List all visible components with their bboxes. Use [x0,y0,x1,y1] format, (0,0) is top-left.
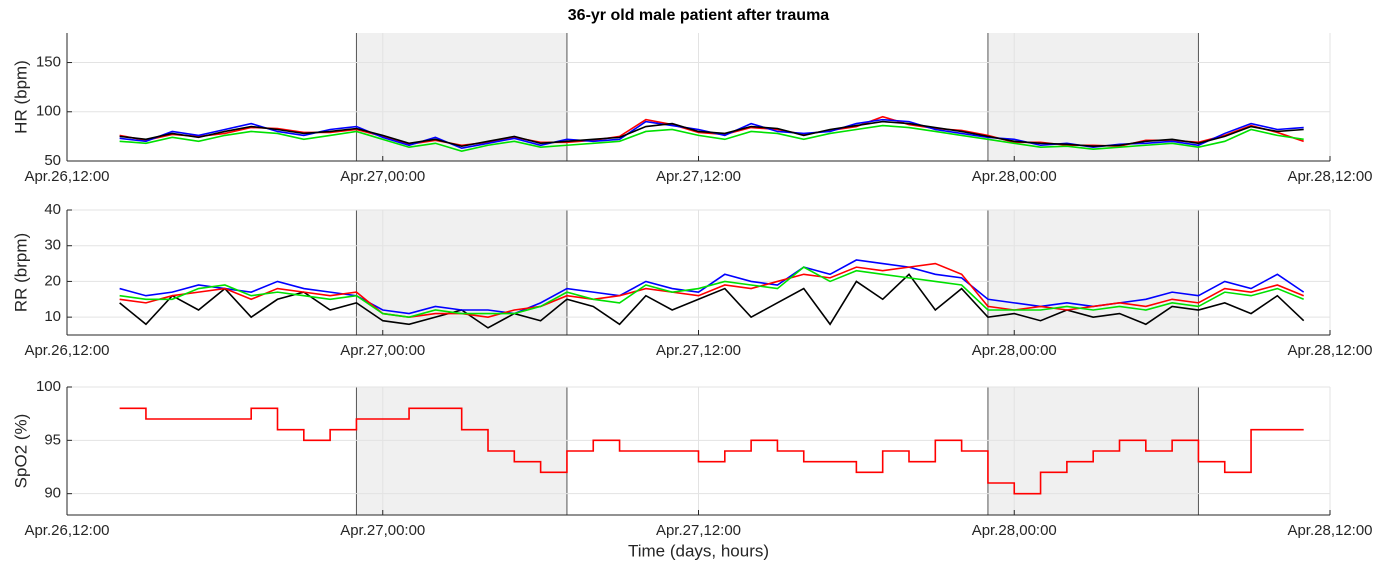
series-line [119,262,1304,318]
x-tick-label: Apr.27,12:00 [656,522,741,539]
y-tick-label: 50 [44,152,61,169]
night-shade [356,210,567,335]
x-tick-label: Apr.26,12:00 [24,342,109,359]
y-axis-label: SpO2 (%) [11,414,30,489]
y-axis-label: RR (brpm) [11,233,30,312]
chart-title: 36-yr old male patient after trauma [568,7,830,24]
series-line [119,407,1304,495]
x-tick-label: Apr.28,12:00 [1287,522,1372,539]
y-tick-label: 30 [44,237,61,254]
y-tick-label: 150 [36,54,61,71]
x-tick-label: Apr.27,12:00 [656,342,741,359]
x-tick-label: Apr.28,00:00 [972,168,1057,185]
y-tick-label: 100 [36,103,61,120]
y-tick-label: 95 [44,431,61,448]
series-line [119,273,1305,329]
series-line [119,124,1304,152]
x-tick-label: Apr.28,12:00 [1287,342,1372,359]
x-tick-label: Apr.28,00:00 [972,522,1057,539]
x-tick-label: Apr.27,00:00 [340,168,425,185]
x-tick-label: Apr.28,00:00 [972,342,1057,359]
y-tick-label: 40 [44,201,61,218]
series-line [119,120,1304,148]
x-tick-label: Apr.27,00:00 [340,342,425,359]
series-line [119,266,1304,318]
night-shade [987,210,1199,335]
y-axis-label: HR (bpm) [11,60,30,134]
y-tick-label: 90 [44,485,61,502]
x-tick-label: Apr.28,12:00 [1287,168,1372,185]
x-tick-label: Apr.26,12:00 [24,168,109,185]
y-tick-label: 20 [44,272,61,289]
x-axis-label: Time (days, hours) [628,541,769,560]
y-tick-label: 10 [44,308,61,325]
y-tick-label: 100 [36,378,61,395]
x-tick-label: Apr.27,12:00 [656,168,741,185]
x-tick-label: Apr.26,12:00 [24,522,109,539]
night-shade [356,387,567,515]
x-tick-label: Apr.27,00:00 [340,522,425,539]
